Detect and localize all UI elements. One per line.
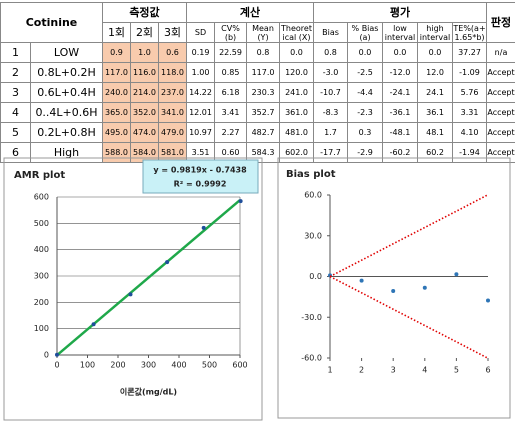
x-tick-label: 300 — [141, 361, 156, 370]
table-cell: 0.6 — [157, 42, 188, 63]
x-tick-label: 500 — [202, 361, 217, 370]
table-row: 1회 2회 3회 SD CV% (b) Mean (Y) Theoret ical (X) B… — [1, 22, 515, 43]
y-tick-label: 0 — [44, 351, 49, 360]
table-row: 2 0.8L+0.2H 117.0 116.0 118.0 1.00 0.85 117.0 12… — [0, 62, 515, 83]
x-tick-label: 2 — [359, 366, 364, 375]
y-tick-label: -60.0 — [301, 354, 322, 363]
table-cell: 479.0 — [157, 122, 188, 143]
x-tick-label: 6 — [485, 366, 490, 375]
x-axis-label: 이론값(mg/dL) — [120, 387, 177, 397]
table-cell: 118.0 — [157, 62, 188, 83]
data-point — [486, 298, 490, 303]
table-cell: 495.0 — [102, 122, 131, 143]
table-cell: 117.0 — [102, 62, 131, 83]
data-point — [128, 292, 133, 297]
bias-frame — [277, 157, 511, 419]
data-point — [391, 289, 396, 294]
data-point — [454, 272, 459, 277]
table-cell: 1.0 — [130, 42, 159, 63]
x-tick-label: 100 — [80, 361, 95, 370]
y-tick-label: 0.0 — [309, 272, 322, 281]
x-tick-label: 0 — [54, 361, 59, 370]
interval-line — [329, 275, 489, 359]
table-cell: 0.9 — [102, 42, 131, 63]
table-row: 5 0.2L+0.8H 495.0 474.0 479.0 10.97 2.27 482.7 4… — [0, 122, 515, 143]
results-table: Cotinine 측정값 계산 평가 판정 1회 2회 3회 SD CV% (b) Mean (Y)… — [0, 2, 515, 163]
data-point — [238, 199, 243, 204]
table-cell: Cotinine — [0, 2, 103, 43]
data-point — [165, 260, 170, 265]
data-point — [201, 225, 206, 230]
y-tick-label: 500 — [34, 219, 49, 228]
y-tick-label: 30.0 — [304, 231, 322, 240]
y-tick-label: 300 — [34, 272, 49, 281]
table-cell: 판정 — [486, 2, 515, 43]
table-cell: 240.0 — [102, 82, 131, 103]
y-tick-label: -30.0 — [301, 313, 322, 322]
y-tick-label: 60.0 — [304, 191, 322, 200]
chart-title: AMR plot — [14, 170, 65, 181]
x-tick-label: 600 — [232, 361, 247, 370]
amr-frame — [3, 157, 263, 421]
y-tick-label: 200 — [34, 298, 49, 307]
x-tick-label: 400 — [171, 361, 186, 370]
r-squared: R² = 0.9992 — [174, 180, 227, 189]
x-tick-label: 5 — [454, 366, 459, 375]
x-tick-label: 3 — [391, 366, 396, 375]
x-tick-label: 4 — [422, 366, 427, 375]
data-point — [55, 352, 59, 357]
y-tick-label: 100 — [34, 324, 49, 333]
trendline — [56, 199, 241, 357]
equation: y = 0.9819x - 0.7438 — [153, 166, 247, 175]
table-row: Cotinine 측정값 계산 평가 판정 — [0, 2, 515, 43]
x-tick-label: 1 — [327, 366, 332, 375]
data-point — [359, 278, 364, 283]
y-tick-label: 400 — [34, 245, 49, 254]
table-cell: 352.0 — [130, 102, 159, 123]
data-point — [422, 285, 427, 290]
table-cell: 237.0 — [157, 82, 188, 103]
table-cell: 341.0 — [157, 102, 188, 123]
chart-title: Bias plot — [286, 169, 336, 180]
data-point — [91, 322, 96, 327]
x-tick-label: 200 — [110, 361, 125, 370]
equation-box — [142, 159, 259, 194]
table-cell: 365.0 — [102, 102, 131, 123]
y-tick-label: 600 — [34, 193, 49, 202]
interval-line — [329, 194, 489, 278]
